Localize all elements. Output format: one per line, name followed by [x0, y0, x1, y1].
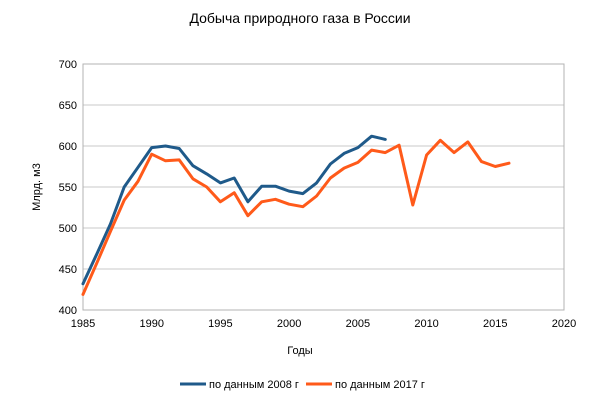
x-tick-label: 2015 — [483, 318, 507, 330]
y-tick-label: 550 — [59, 182, 77, 194]
y-tick-label: 400 — [59, 305, 77, 317]
chart-title: Добыча природного газа в России — [189, 10, 410, 26]
legend: по данным 2008 г по данным 2017 г — [180, 379, 425, 391]
plot-frame — [82, 63, 565, 311]
series-line-2 — [81, 138, 511, 296]
y-tick-label: 650 — [59, 100, 77, 112]
x-axis-ticks: 1985 1990 1995 2000 2005 2010 2015 2020 — [71, 318, 576, 330]
x-tick-label: 2020 — [552, 318, 576, 330]
x-tick-label: 2005 — [346, 318, 370, 330]
x-axis-label: Годы — [287, 345, 313, 357]
y-tick-label: 500 — [59, 223, 77, 235]
x-tick-label: 2010 — [414, 318, 438, 330]
legend-label-series-2: по данным 2017 г — [335, 379, 425, 391]
legend-label-series-1: по данным 2008 г — [209, 379, 299, 391]
y-axis-label: Млрд. м3 — [31, 163, 43, 211]
y-tick-label: 600 — [59, 141, 77, 153]
x-tick-label: 1995 — [208, 318, 232, 330]
series-lines — [81, 134, 511, 296]
y-tick-label: 700 — [59, 59, 77, 71]
x-tick-label: 2000 — [277, 318, 301, 330]
series-line-1 — [81, 134, 387, 286]
x-tick-label: 1990 — [139, 318, 163, 330]
y-axis-ticks: 400 450 500 550 600 650 700 — [59, 59, 77, 317]
x-tick-label: 1985 — [71, 318, 95, 330]
y-tick-label: 450 — [59, 264, 77, 276]
